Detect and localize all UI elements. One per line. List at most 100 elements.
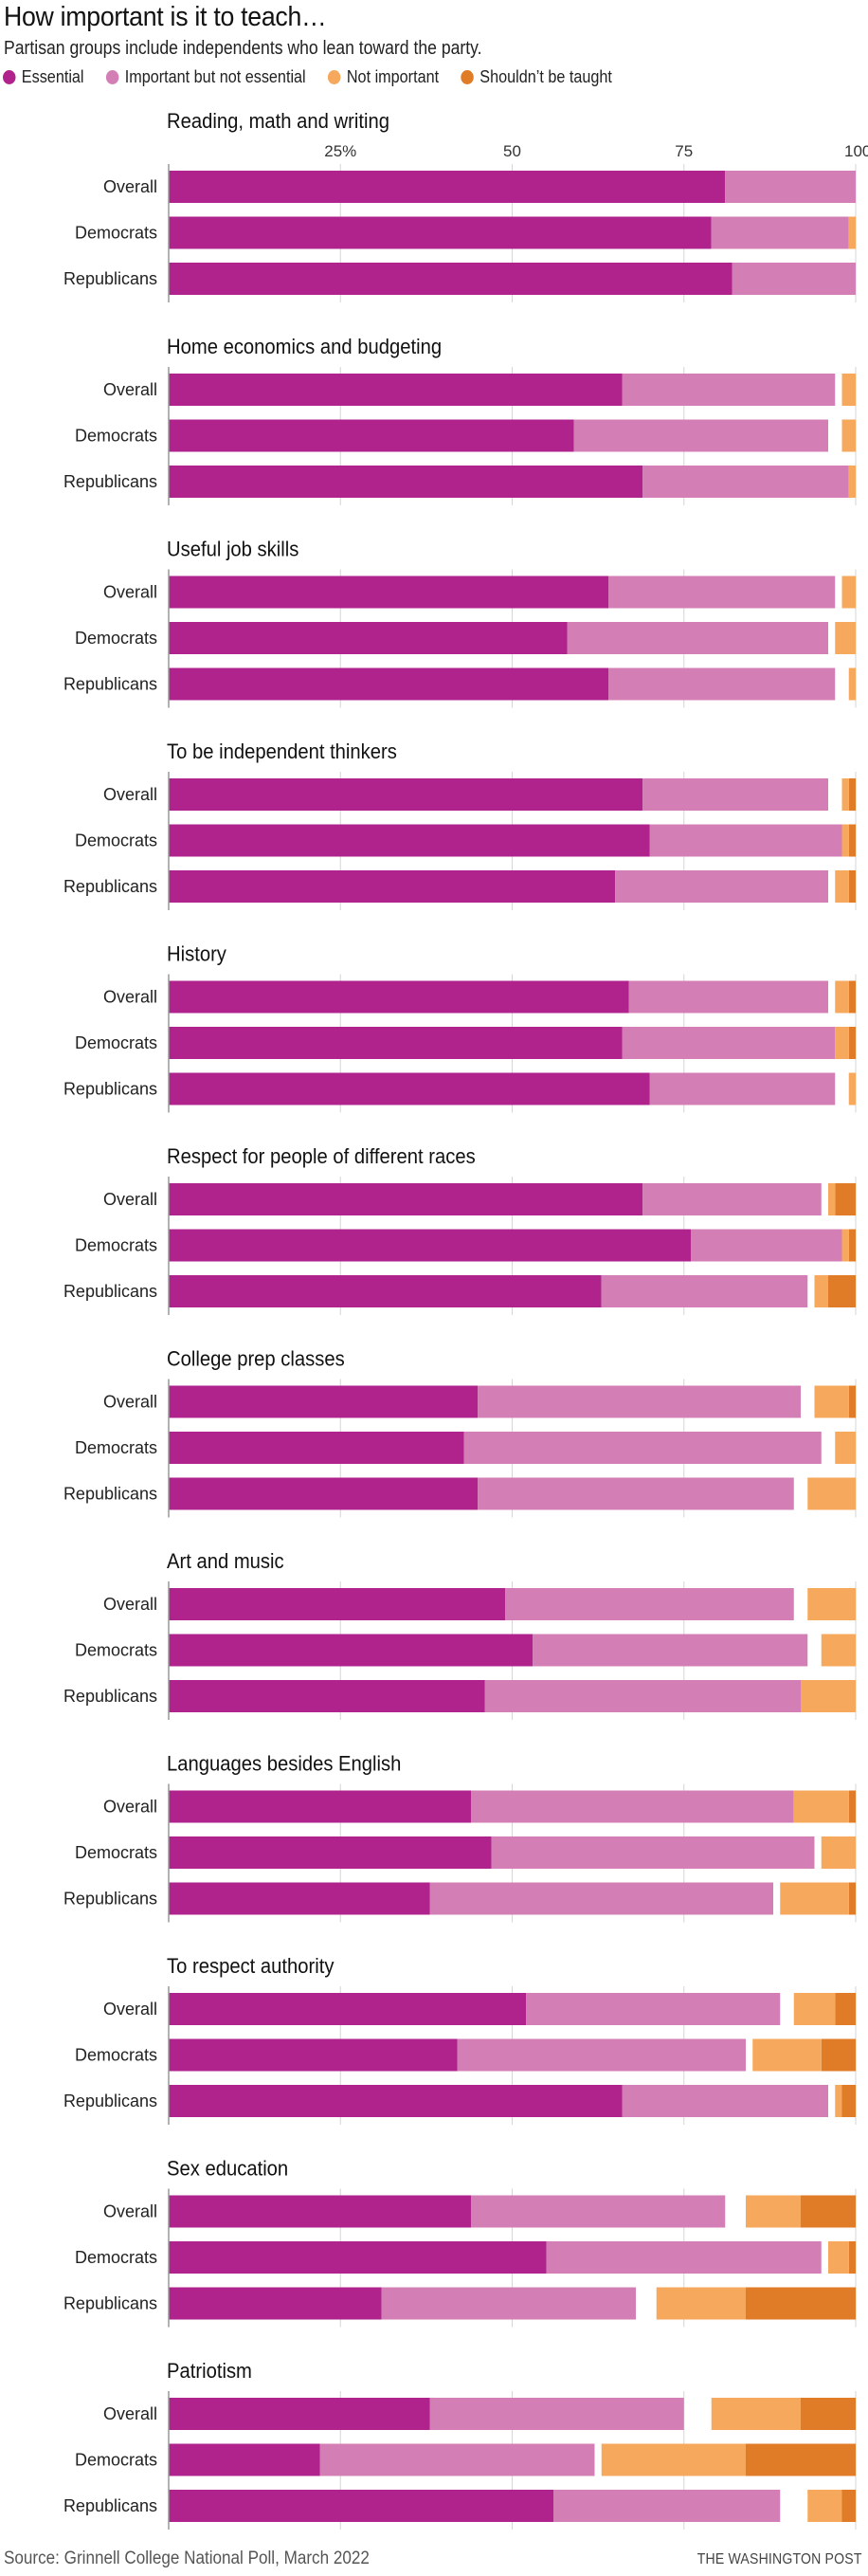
panel-title: Patriotism [167,2360,252,2383]
bar-segment-important [622,1027,836,1059]
row-label: Democrats [75,2248,157,2267]
bar-segment-important [642,1183,822,1215]
bar-segment-essential [169,2443,320,2476]
bar-segment-essential [169,374,623,406]
bar-segment-important [691,1229,842,1262]
bar-segment-not-important [807,1477,856,1510]
bar-segment-essential [169,1993,526,2025]
bar-segment-shouldnt-be-taught [848,870,856,903]
bar-segment-essential [169,2195,471,2228]
legend-swatch-not-important [328,69,341,84]
row-label: Democrats [75,629,157,648]
legend-label-essential: Essential [21,66,84,86]
bar-segment-not-important [848,1072,856,1105]
row-label: Overall [103,988,157,1007]
publisher-credit: THE WASHINGTON POST [697,2551,862,2567]
bar-segment-important [429,2398,684,2430]
bar-segment-shouldnt-be-taught [828,1275,856,1307]
row-label: Overall [103,2202,157,2221]
bar-segment-not-important [814,1385,849,1418]
bar-segment-essential [169,2085,623,2117]
bar-segment-shouldnt-be-taught [848,980,856,1014]
bar-segment-important [628,980,828,1014]
bar-segment-essential [169,870,616,903]
bar-segment-important [567,622,828,654]
row-label: Republicans [63,1485,157,1504]
bar-segment-important [649,1072,836,1105]
bar-segment-essential [169,1634,533,1667]
row-label: Republicans [63,675,157,694]
bar-segment-important [553,2490,781,2522]
bar-segment-essential [169,1275,602,1307]
row-label: Democrats [75,1843,157,1862]
bar-segment-shouldnt-be-taught [848,1790,856,1823]
bar-segment-not-important [780,1882,849,1915]
bar-segment-essential [169,1385,479,1418]
legend-swatch-important [105,69,119,84]
bar-segment-important [546,2241,822,2274]
panel-title: Reading, math and writing [167,110,389,133]
panel-title: Sex education [167,2158,288,2181]
bar-segment-important [601,1275,808,1307]
row-label: Overall [103,583,157,602]
row-label: Republicans [63,1687,157,1706]
bar-segment-shouldnt-be-taught [801,2398,856,2430]
row-label: Republicans [63,269,157,288]
bar-segment-not-important [807,2490,842,2522]
bar-segment-important [381,2287,636,2320]
bar-segment-important [608,667,836,701]
legend-swatch-shouldnt-be-taught [461,69,474,84]
bar-segment-shouldnt-be-taught [801,2195,856,2228]
bar-segment-not-important [793,1790,849,1823]
bar-segment-shouldnt-be-taught [848,778,856,811]
bar-segment-not-important [821,1634,856,1667]
panel-title: College prep classes [167,1348,345,1371]
bar-segment-essential [169,1432,464,1464]
bar-segment-important [642,778,828,811]
legend-label-not-important: Not important [346,66,440,86]
panel-title: Respect for people of different races [167,1145,476,1168]
bar-segment-important [573,419,828,452]
bar-segment-essential [169,2398,430,2430]
row-label: Overall [103,1190,157,1209]
row-label: Overall [103,177,157,196]
bar-segment-not-important [841,419,856,452]
bar-segment-essential [169,980,629,1014]
bar-segment-important [615,870,828,903]
bar-segment-essential [169,575,608,609]
bar-segment-not-important [848,667,856,701]
row-label: Republicans [63,472,157,491]
legend-item-shouldnt-be-taught: Shouldn’t be taught [461,67,612,87]
bar-segment-important [491,1836,815,1869]
bar-segment-essential [169,778,643,811]
bar-segment-important [608,575,836,609]
bar-segment-shouldnt-be-taught [848,1385,856,1418]
bar-segment-important [457,2038,746,2072]
bar-segment-essential [169,667,608,701]
row-label: Republicans [63,877,157,896]
bar-segment-not-important [835,2085,842,2117]
bar-segment-essential [169,824,650,857]
row-label: Democrats [75,1236,157,1255]
bar-segment-essential [169,466,643,498]
bar-segment-important [622,374,836,406]
bar-segment-shouldnt-be-taught [848,2241,856,2274]
bar-segment-essential [169,1183,643,1215]
bar-segment-shouldnt-be-taught [841,2490,856,2522]
row-label: Democrats [75,1641,157,1660]
bar-segment-shouldnt-be-taught [821,2038,856,2072]
bar-segment-important [642,466,849,498]
bar-segment-essential [169,1588,506,1620]
chart-title: How important is it to teach… [4,2,327,32]
bar-segment-important [732,263,856,295]
bar-segment-essential [169,1027,623,1059]
bar-segment-not-important [752,2038,822,2072]
bar-segment-not-important [841,374,856,406]
bar-segment-not-important [841,778,849,811]
bar-segment-important [319,2443,595,2476]
panel-title: To respect authority [167,1955,335,1978]
bar-segment-important [478,1385,801,1418]
bar-segment-important [484,1680,801,1712]
bar-segment-not-important [841,824,849,857]
